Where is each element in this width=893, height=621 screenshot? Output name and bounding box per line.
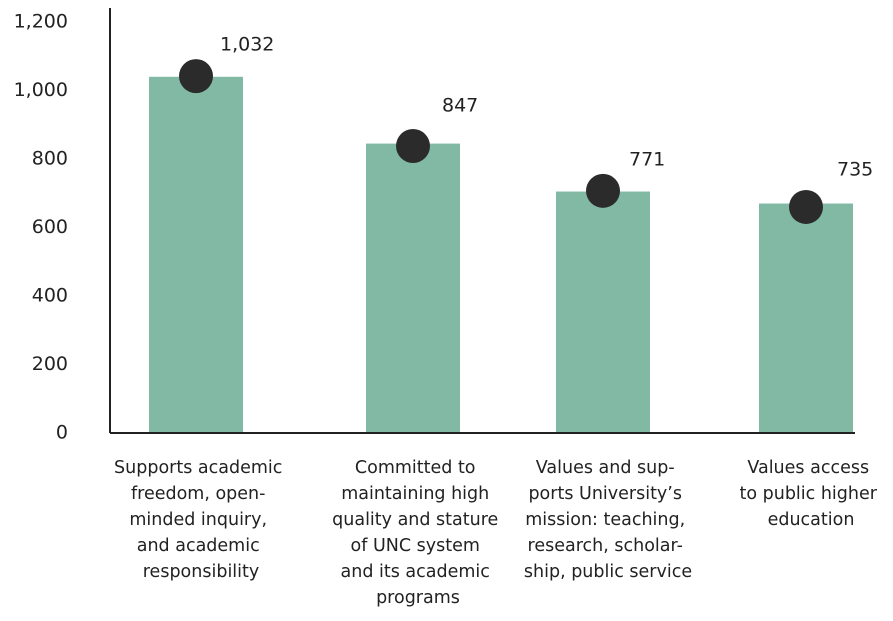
y-tick-label: 200 [32,353,68,375]
bar [366,143,460,433]
value-annotation: 771 [629,149,665,171]
bar [759,203,853,433]
x-tick-label: Supports academic freedom, open- minded … [114,458,288,582]
value-annotation: 847 [442,95,478,117]
y-tick-label: 400 [32,285,68,307]
y-tick-label: 1,200 [14,11,68,33]
y-tick-label: 1,000 [14,79,68,101]
bar [149,76,243,434]
value-annotation: 1,032 [220,34,274,56]
x-tick-label: Values and sup- ports University’s missi… [524,458,692,582]
y-tick-label: 600 [32,216,68,238]
y-tick-label: 800 [32,148,68,170]
y-tick-label: 0 [56,422,68,444]
x-tick-label: Values access to public higher education [739,458,882,530]
dot [586,173,620,208]
dot [396,128,430,163]
x-tick-label: Committed to maintaining high quality an… [332,458,504,608]
dot [789,189,823,224]
dot [179,59,213,94]
value-annotation: 735 [837,159,873,181]
bar [556,191,650,433]
